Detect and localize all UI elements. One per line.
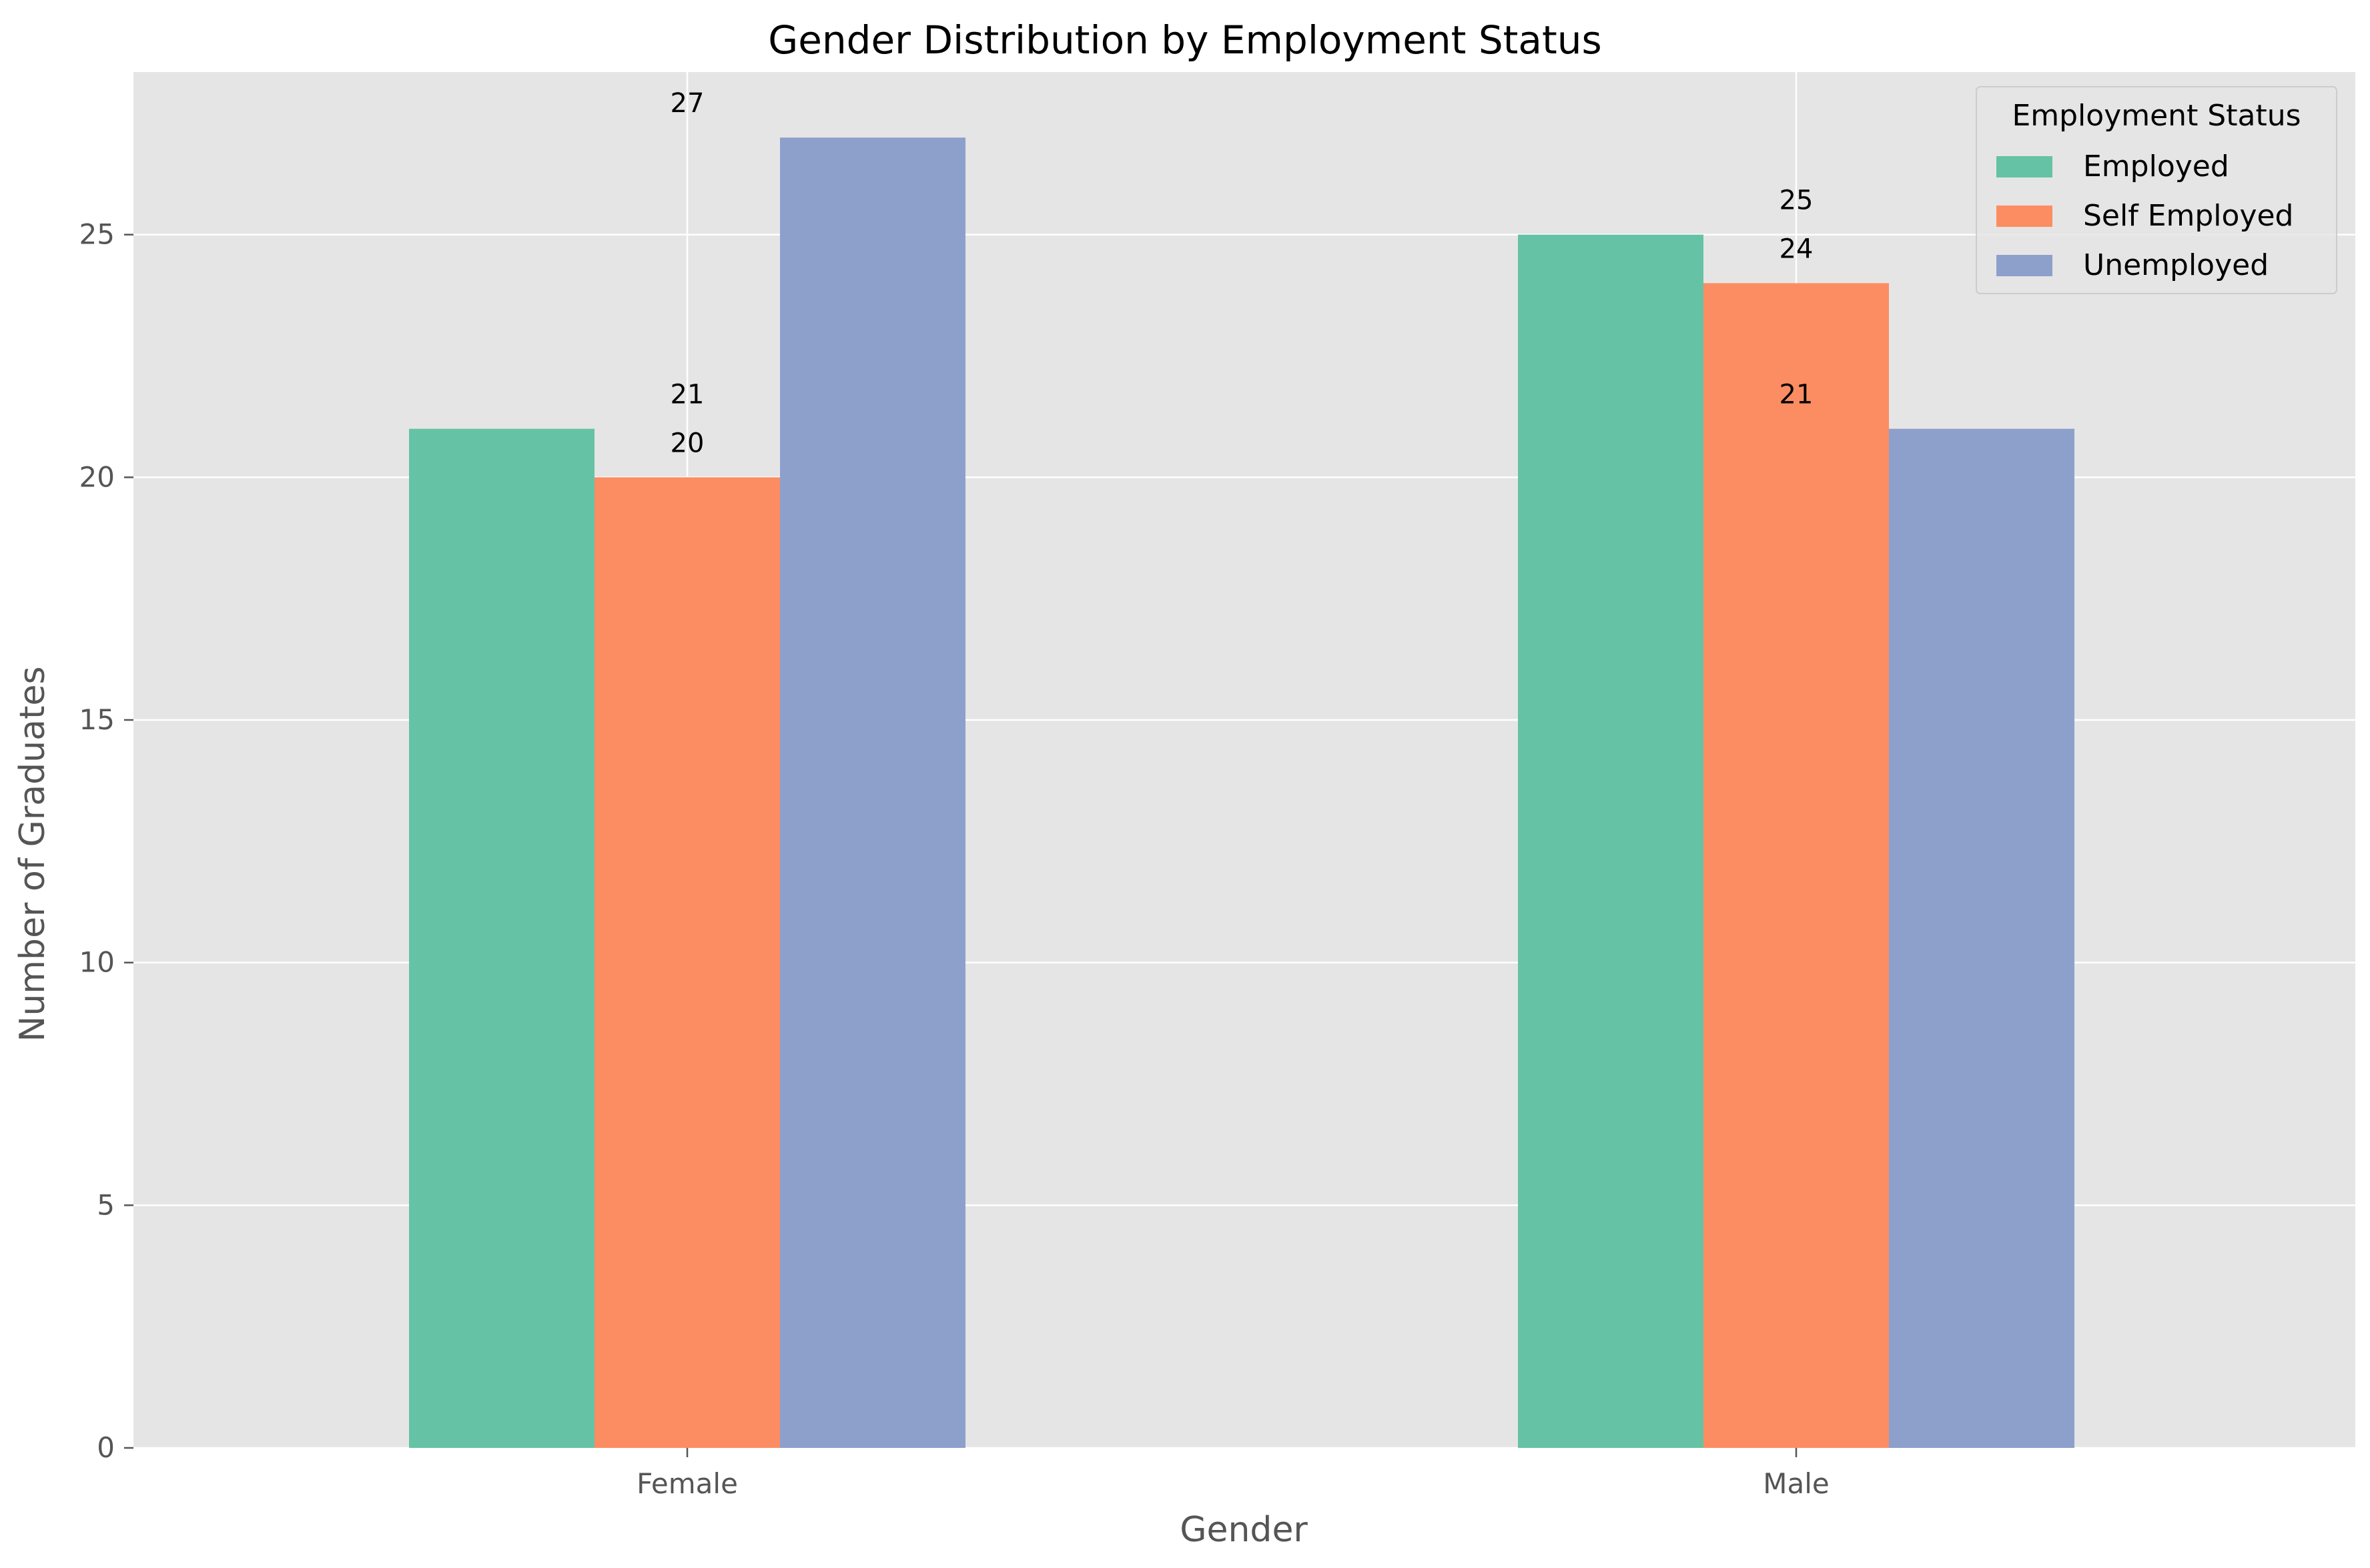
bar	[409, 428, 595, 1449]
bar	[1703, 283, 1889, 1448]
x-axis-ticks: Female Male	[637, 1448, 1830, 1500]
y-tick-label: 15	[79, 703, 115, 736]
y-tick-label: 25	[79, 218, 115, 251]
bar	[780, 137, 965, 1449]
legend-swatch	[1996, 206, 2052, 227]
bar-value-label: 20	[671, 428, 705, 458]
bar-value-label: 21	[1780, 380, 1814, 410]
bar-value-label: 24	[1780, 234, 1814, 264]
legend-label: Unemployed	[2083, 248, 2269, 282]
chart-title: Gender Distribution by Employment Status	[768, 17, 1601, 63]
legend-title: Employment Status	[2012, 99, 2301, 133]
legend-swatch	[1996, 255, 2052, 276]
bar-value-labels: 21 25 20 24 27 21	[671, 88, 1814, 458]
x-tick-label: Female	[637, 1467, 738, 1500]
y-axis-ticks: 0 5 10 15 20 25	[79, 218, 133, 1464]
x-axis-label: Gender	[1180, 1510, 1308, 1550]
bar-value-label: 21	[671, 380, 705, 410]
y-tick-label: 5	[97, 1188, 115, 1221]
legend-swatch	[1996, 156, 2052, 177]
legend: Employment Status Employed Self Employed U…	[1976, 86, 2337, 294]
bars	[409, 137, 2074, 1449]
bar	[1518, 234, 1703, 1448]
y-axis-label: Number of Graduates	[13, 667, 53, 1042]
legend-box	[1976, 86, 2337, 294]
x-tick-label: Male	[1763, 1467, 1829, 1500]
legend-label: Employed	[2083, 149, 2229, 183]
bar	[1889, 428, 2074, 1449]
bar-value-label: 25	[1780, 185, 1814, 216]
legend-items: Employed Self Employed Unemployed	[1996, 149, 2293, 282]
bar-value-label: 27	[671, 88, 705, 119]
legend-label: Self Employed	[2083, 199, 2293, 233]
bar	[595, 477, 780, 1448]
y-tick-label: 0	[97, 1431, 115, 1464]
y-tick-label: 10	[79, 946, 115, 979]
y-tick-label: 20	[79, 460, 115, 493]
